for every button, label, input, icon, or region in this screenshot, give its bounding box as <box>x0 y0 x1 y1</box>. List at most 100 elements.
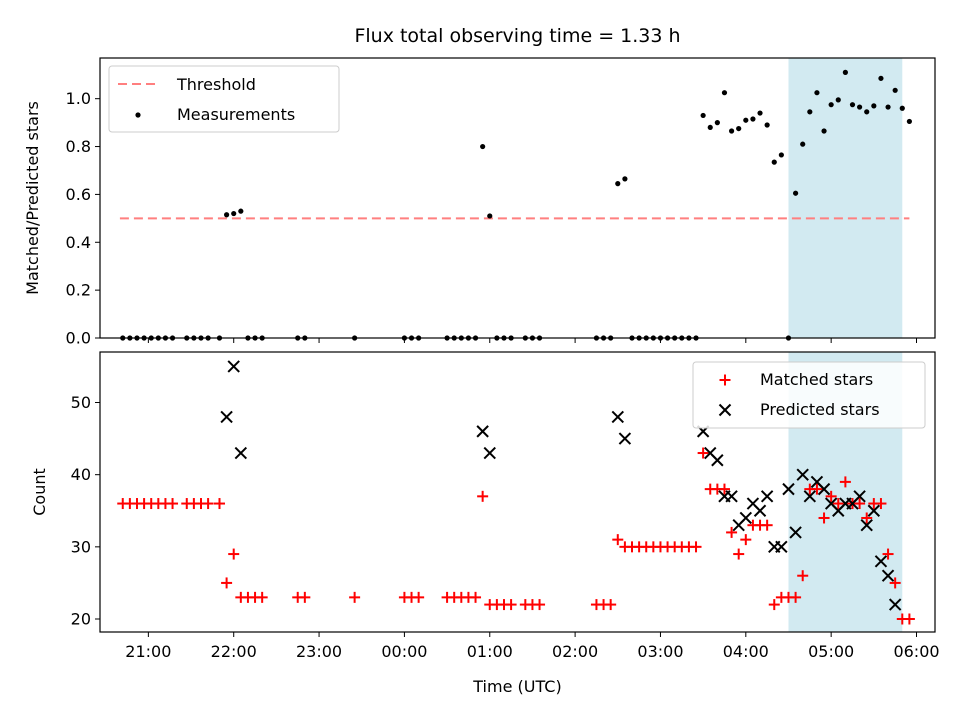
legend-matched-swatch <box>719 374 731 386</box>
matched-star-point <box>213 498 225 510</box>
legend-predicted-label: Predicted stars <box>760 400 880 419</box>
measurement-point <box>778 152 784 158</box>
matched-star-point <box>256 591 268 603</box>
measurement-point <box>700 112 706 119</box>
predicted-star-point <box>611 410 624 424</box>
measurement-point <box>807 109 813 115</box>
matched-star-point <box>854 498 866 510</box>
predicted-star-point <box>483 446 496 460</box>
predicted-star-point <box>817 482 831 496</box>
measurement-point <box>892 87 898 93</box>
measurement-point <box>864 109 870 115</box>
measurement-point <box>771 159 777 165</box>
matched-star-point <box>740 534 752 546</box>
top-y-tick-label: 1.0 <box>66 89 91 108</box>
matched-star-point <box>861 512 873 524</box>
matched-star-point <box>889 577 901 589</box>
measurement-point <box>835 97 841 103</box>
predicted-star-point <box>782 482 795 496</box>
matched-star-point <box>534 599 546 611</box>
measurement-point <box>757 110 763 116</box>
measurement-point <box>721 90 728 96</box>
matched-star-point <box>505 599 517 611</box>
predicted-star-point <box>803 490 817 503</box>
matched-star-point <box>818 512 830 524</box>
x-tick-label: 06:00 <box>893 642 939 661</box>
measurement-point <box>842 69 848 75</box>
matched-star-point <box>477 490 489 502</box>
matched-star-point <box>470 591 482 603</box>
top-ticks: 0.0 0.2 0.4 0.6 0.8 1.0 <box>66 89 918 348</box>
matched-star-point <box>790 591 802 603</box>
predicted-star-point <box>888 598 902 611</box>
matched-star-point <box>413 591 425 603</box>
measurement-point <box>615 181 621 187</box>
measurement-point <box>750 116 756 122</box>
measurement-point <box>743 117 749 123</box>
matched-star-point <box>903 613 915 625</box>
legend-predicted-swatch <box>718 403 732 417</box>
measurement-point <box>814 90 820 96</box>
matched-star-point <box>690 541 702 553</box>
ratio-panel: 0.0 0.2 0.4 0.6 0.8 1.0 Matched/Predicted sta… <box>23 57 936 348</box>
measurement-point <box>231 210 237 217</box>
matched-star-point <box>697 447 709 459</box>
chart-title: Flux total observing time = 1.33 h <box>354 25 680 47</box>
bottom-y-tick-label: 30 <box>71 537 91 556</box>
x-tick-label: 04:00 <box>723 642 769 661</box>
top-axes-frame <box>99 57 936 339</box>
bottom-legend: Matched stars Predicted stars <box>692 361 926 429</box>
matched-star-point <box>718 483 730 495</box>
measurement-point <box>707 124 713 131</box>
matched-star-point <box>299 591 311 603</box>
matched-star-point <box>202 498 214 510</box>
predicted-star-point <box>789 526 802 539</box>
top-legend: Threshold Measurements <box>108 65 340 133</box>
measurement-point <box>714 120 720 126</box>
measurement-point <box>792 190 799 196</box>
measurement-point <box>224 212 230 218</box>
top-y-tick-label: 0.6 <box>66 185 91 204</box>
predicted-star-point <box>227 360 240 373</box>
matched-star-point <box>839 476 851 488</box>
predicted-star-point <box>753 504 767 517</box>
measurement-point <box>238 208 244 214</box>
measurement-point <box>906 118 912 125</box>
matched-star-point <box>605 599 617 611</box>
predicted-star-point <box>220 410 233 424</box>
bottom-axes-frame <box>99 351 936 633</box>
measurement-point <box>849 102 856 108</box>
measurement-point <box>871 103 877 109</box>
measurement-point <box>899 105 905 111</box>
matched-star-point <box>726 526 738 538</box>
predicted-star-point <box>476 425 489 438</box>
legend-plus-marker <box>719 374 731 386</box>
matched-star-point <box>167 498 179 510</box>
matched-star-point <box>349 591 361 603</box>
top-y-tick-label: 0.0 <box>66 329 91 348</box>
legend-x-marker <box>718 403 732 417</box>
predicted-star-point <box>860 518 873 532</box>
bottom-y-tick-label: 40 <box>71 465 91 484</box>
matched-star-point <box>612 534 624 546</box>
measurement-point <box>480 143 486 150</box>
top-y-axis-label: Matched/Predicted stars <box>23 101 42 295</box>
measurement-point <box>821 128 827 134</box>
matched-star-point <box>768 599 780 611</box>
predicted-star-point <box>725 490 738 503</box>
matched-star-point <box>221 577 233 589</box>
x-tick-label: 21:00 <box>125 642 171 661</box>
matched-star-point <box>875 498 887 510</box>
bottom-legend-box <box>692 361 926 429</box>
matched-star-point <box>761 519 773 531</box>
bottom-ticks: 20 30 40 50 21:00 22:00 23:00 00:00 01:00 02:00 03… <box>71 393 940 661</box>
measurement-point <box>800 141 806 147</box>
bottom-marks <box>117 360 915 625</box>
measurement-point <box>764 122 770 128</box>
x-tick-label: 01:00 <box>467 642 513 661</box>
measurement-point <box>885 104 891 110</box>
measurement-point <box>857 104 863 110</box>
matched-star-point <box>797 570 809 582</box>
measurement-point <box>736 125 742 132</box>
